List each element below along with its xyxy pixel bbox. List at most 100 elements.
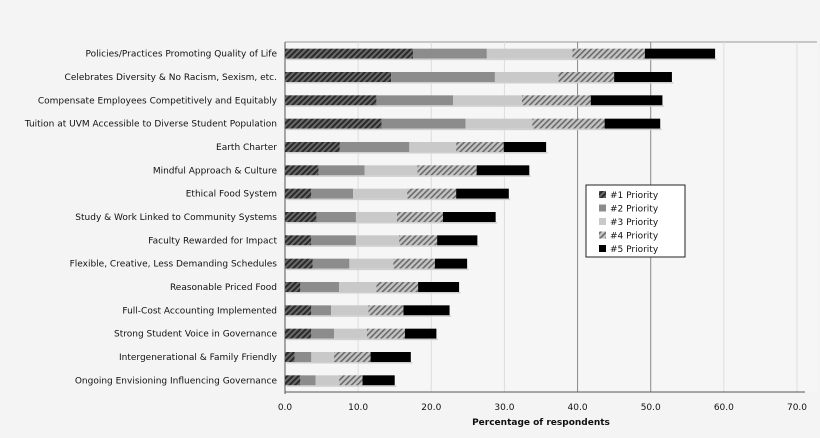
category-label: Earth Charter xyxy=(216,143,277,153)
bar-segment-priority-2 xyxy=(381,118,466,129)
bar-segment-priority-1 xyxy=(285,212,317,222)
category-label: Compensate Employees Competitively and E… xyxy=(38,96,278,106)
bar-segment-priority-1 xyxy=(285,188,312,199)
bar-segment-priority-4 xyxy=(572,48,645,59)
bar-segment-priority-5 xyxy=(437,235,478,246)
bar-shadow xyxy=(286,198,511,201)
bar-segment-priority-4 xyxy=(368,305,404,316)
bar-shadow xyxy=(286,175,531,177)
legend-label: #4 Priority xyxy=(610,232,659,242)
bar-segment-priority-5 xyxy=(503,142,547,152)
bar-shadow xyxy=(286,82,674,84)
bar-segment-priority-1 xyxy=(285,305,312,316)
legend-swatch xyxy=(599,218,606,225)
bar-segment-priority-3 xyxy=(453,95,522,106)
bar-shadow xyxy=(286,315,452,317)
bar-segment-priority-4 xyxy=(521,95,591,106)
bar-segment-priority-3 xyxy=(353,188,408,199)
bar-segment-priority-3 xyxy=(339,282,377,292)
bar-segment-priority-1 xyxy=(285,142,340,152)
bar-shadow xyxy=(286,128,662,131)
bar-shadow xyxy=(286,362,413,364)
category-label: Ethical Food System xyxy=(186,190,277,200)
bar-segment-priority-5 xyxy=(418,282,460,292)
bar-segment-priority-4 xyxy=(334,352,371,362)
bar-segment-priority-5 xyxy=(456,188,509,199)
category-label: Reasonable Priced Food xyxy=(170,283,277,293)
category-labels: Policies/Practices Promoting Quality of … xyxy=(24,50,278,387)
bar-segment-priority-4 xyxy=(393,258,435,269)
bar-shadow xyxy=(286,58,717,61)
bar-segment-priority-5 xyxy=(590,95,663,106)
category-label: Flexible, Creative, Less Demanding Sched… xyxy=(70,260,278,270)
bar-segment-priority-1 xyxy=(285,375,301,386)
bar-shadow xyxy=(286,292,461,294)
x-tick-label: 50.0 xyxy=(641,403,661,413)
bars xyxy=(285,48,717,387)
bar-shadow xyxy=(286,105,664,107)
bar-segment-priority-4 xyxy=(399,235,438,246)
legend-label: #2 Priority xyxy=(610,205,659,215)
x-tick-label: 60.0 xyxy=(714,403,734,413)
bar-segment-priority-1 xyxy=(285,165,319,176)
bar-segment-priority-3 xyxy=(486,48,573,59)
bar-segment-priority-5 xyxy=(476,165,530,176)
bar-segment-priority-1 xyxy=(285,235,312,246)
bar-segment-priority-1 xyxy=(285,118,382,129)
bar-segment-priority-4 xyxy=(339,375,363,386)
bar-shadow xyxy=(286,222,498,224)
bar-segment-priority-3 xyxy=(465,118,533,129)
legend-swatch xyxy=(599,245,606,252)
bar-segment-priority-3 xyxy=(409,142,457,152)
legend-label: #5 Priority xyxy=(610,245,659,255)
bar-segment-priority-2 xyxy=(300,282,340,292)
category-label: Ongoing Envisioning Influencing Governan… xyxy=(75,376,278,386)
legend-swatch xyxy=(599,204,606,212)
bar-shadow xyxy=(286,338,438,341)
category-label: Faculty Rewarded for Impact xyxy=(148,236,277,246)
x-tick-label: 40.0 xyxy=(568,403,588,413)
bar-segment-priority-2 xyxy=(391,72,495,82)
x-tick-label: 0.0 xyxy=(278,403,293,413)
category-label: Mindful Approach & Culture xyxy=(153,166,278,176)
legend-swatch xyxy=(599,231,606,239)
bar-segment-priority-5 xyxy=(644,48,716,59)
bar-segment-priority-2 xyxy=(339,142,410,152)
bar-shadow xyxy=(286,245,479,247)
bar-segment-priority-2 xyxy=(376,95,454,106)
bar-segment-priority-3 xyxy=(349,258,394,269)
bar-segment-priority-4 xyxy=(532,118,605,129)
category-label: Intergenerational & Family Friendly xyxy=(119,353,278,363)
bar-segment-priority-4 xyxy=(558,72,615,82)
bar-segment-priority-5 xyxy=(403,305,450,316)
legend: #1 Priority #2 Priority #3 Priority #4 Prio… xyxy=(585,184,686,258)
bar-segment-priority-1 xyxy=(285,95,377,106)
bar-shadow xyxy=(286,268,469,271)
bar-segment-priority-5 xyxy=(614,72,672,82)
bar-segment-priority-1 xyxy=(285,352,295,362)
bar-segment-priority-5 xyxy=(604,118,661,129)
bar-segment-priority-2 xyxy=(316,212,356,222)
bar-segment-priority-2 xyxy=(311,328,335,339)
bar-shadow xyxy=(286,152,548,154)
bar-segment-priority-5 xyxy=(404,328,437,339)
bar-segment-priority-2 xyxy=(312,258,350,269)
category-label: Celebrates Diversity & No Racism, Sexism… xyxy=(65,73,277,83)
category-label: Tuition at UVM Accessible to Diverse Stu… xyxy=(24,120,277,130)
bar-segment-priority-5 xyxy=(370,352,411,362)
bar-segment-priority-2 xyxy=(300,375,316,386)
bar-segment-priority-1 xyxy=(285,328,312,339)
x-axis-title: Percentage of respondents xyxy=(472,418,610,428)
bar-segment-priority-5 xyxy=(442,212,496,222)
x-tick-label: 30.0 xyxy=(494,403,514,413)
bar-segment-priority-3 xyxy=(315,375,340,386)
bar-segment-priority-1 xyxy=(285,72,392,82)
category-label: Strong Student Voice in Governance xyxy=(114,330,277,340)
bar-segment-priority-2 xyxy=(311,235,356,246)
bar-segment-priority-3 xyxy=(494,72,559,82)
x-tick-label: 10.0 xyxy=(348,403,368,413)
bar-segment-priority-4 xyxy=(376,282,419,292)
bar-segment-priority-3 xyxy=(311,352,335,362)
bar-shadow xyxy=(286,385,397,387)
